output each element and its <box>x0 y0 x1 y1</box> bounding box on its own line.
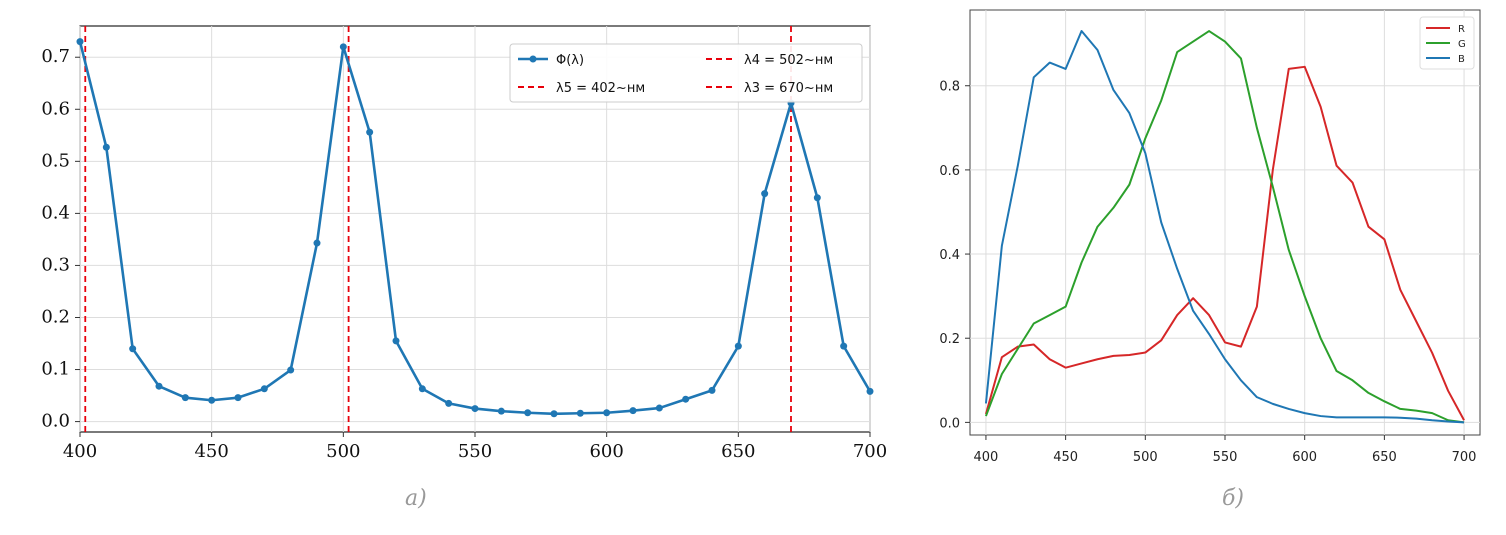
data-point <box>866 387 874 395</box>
data-point <box>682 395 690 403</box>
x-tick-label: 600 <box>589 441 623 462</box>
data-point <box>313 239 321 247</box>
series-line-0 <box>984 65 1465 421</box>
chart-a-caption: а) <box>405 486 427 511</box>
data-point <box>445 399 453 407</box>
chart-a-legend-box <box>509 43 863 103</box>
x-tick-label: 500 <box>1133 450 1158 465</box>
x-tick-label: 400 <box>974 450 999 465</box>
y-tick-label: 0.4 <box>41 202 70 223</box>
data-point <box>208 396 216 404</box>
chart-b-legend: R G B <box>1419 16 1475 70</box>
x-tick-label: 650 <box>1372 450 1397 465</box>
data-point <box>629 407 637 415</box>
data-point <box>550 410 558 418</box>
chart-a-legend-label-l5: λ5 = 402~нм <box>556 81 645 96</box>
series-line-1 <box>985 30 1465 424</box>
data-point <box>339 43 347 51</box>
data-point <box>471 405 479 413</box>
chart-a-legend-marker-phi <box>529 55 537 63</box>
x-tick-label: 700 <box>853 441 887 462</box>
data-point <box>576 409 584 417</box>
data-point <box>287 366 295 374</box>
x-tick-label: 400 <box>63 441 97 462</box>
data-point <box>129 345 137 353</box>
series-line-2 <box>984 30 1465 424</box>
data-point <box>155 382 163 390</box>
chart-b-ticks: 400 450 500 550 600 650 700 0.0 0.2 0.4 0.6 0.8 <box>939 80 1476 465</box>
chart-a: 400 450 500 550 600 650 700 0.0 0.1 0.2 0.3 0.4 0.5 0… <box>41 25 887 511</box>
chart-a-series <box>76 38 874 418</box>
y-tick-label: 0.2 <box>939 332 960 347</box>
chart-b: 400 450 500 550 600 650 700 0.0 0.2 0.4 0.6 0.8 R G… <box>939 9 1481 511</box>
chart-b-legend-label-g: G <box>1458 39 1466 50</box>
data-point <box>418 385 426 393</box>
y-tick-label: 0.0 <box>41 411 70 432</box>
x-tick-label: 600 <box>1292 450 1317 465</box>
y-tick-label: 0.6 <box>939 164 960 179</box>
data-point <box>181 394 189 402</box>
data-point <box>102 143 110 151</box>
data-point <box>260 385 268 393</box>
chart-b-series <box>984 30 1465 424</box>
chart-a-legend-label-phi: Φ(λ) <box>556 53 584 68</box>
y-tick-label: 0.3 <box>41 254 70 275</box>
x-tick-label: 450 <box>1053 450 1078 465</box>
data-point <box>840 342 848 350</box>
chart-a-legend-label-l3: λ3 = 670~нм <box>744 81 833 96</box>
y-tick-label: 0.6 <box>41 98 70 119</box>
data-point <box>708 386 716 394</box>
x-tick-label: 500 <box>326 441 360 462</box>
chart-b-legend-label-b: B <box>1458 54 1465 65</box>
data-point <box>497 407 505 415</box>
y-tick-label: 0.4 <box>939 248 960 263</box>
x-tick-label: 650 <box>721 441 755 462</box>
data-point <box>524 409 532 417</box>
chart-a-ticks: 400 450 500 550 600 650 700 0.0 0.1 0.2 0.3 0.4 0.5 0… <box>41 46 887 462</box>
chart-a-vlines <box>84 26 792 432</box>
data-point <box>655 404 663 412</box>
data-point <box>76 38 84 46</box>
chart-a-legend: Φ(λ) λ5 = 402~нм λ4 = 502~нм λ3 = 670~нм <box>509 43 863 103</box>
x-tick-label: 550 <box>1213 450 1238 465</box>
y-tick-label: 0.0 <box>939 416 960 431</box>
chart-a-legend-label-l4: λ4 = 502~нм <box>744 53 833 68</box>
data-point <box>813 194 821 202</box>
chart-a-grid <box>79 26 871 432</box>
data-point <box>603 409 611 417</box>
data-point <box>734 342 742 350</box>
data-point <box>392 337 400 345</box>
chart-b-caption: б) <box>1222 486 1244 511</box>
x-tick-label: 550 <box>458 441 492 462</box>
x-tick-label: 700 <box>1452 450 1477 465</box>
data-point <box>761 190 769 198</box>
chart-b-legend-label-r: R <box>1458 24 1465 35</box>
x-tick-label: 450 <box>194 441 228 462</box>
data-point <box>366 128 374 136</box>
y-tick-label: 0.2 <box>41 306 70 327</box>
chart-b-grid <box>970 10 1480 435</box>
data-point <box>234 394 242 402</box>
y-tick-label: 0.1 <box>41 359 70 380</box>
y-tick-label: 0.8 <box>939 80 960 95</box>
y-tick-label: 0.7 <box>41 46 70 67</box>
y-tick-label: 0.5 <box>41 150 70 171</box>
